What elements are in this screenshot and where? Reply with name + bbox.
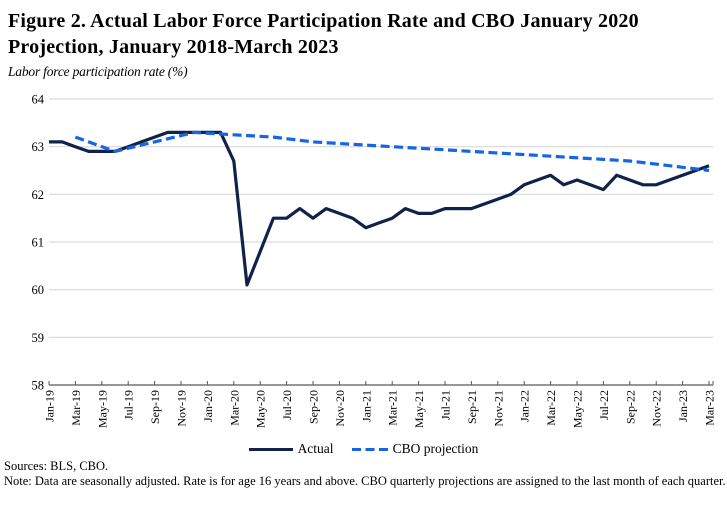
x-tick-label: Nov-19 bbox=[175, 390, 189, 427]
x-tick-label: Jan-20 bbox=[201, 390, 215, 422]
sources-text: Sources: BLS, CBO. bbox=[4, 459, 109, 473]
legend-label-cbo: CBO projection bbox=[392, 441, 479, 456]
legend-item-cbo: CBO projection bbox=[351, 441, 479, 457]
actual-line-swatch bbox=[248, 447, 293, 451]
y-tick-label: 59 bbox=[32, 331, 45, 345]
x-tick-label: Jul-22 bbox=[597, 390, 611, 420]
figure-title: Figure 2. Actual Labor Force Participati… bbox=[8, 8, 723, 60]
legend-item-actual: Actual bbox=[248, 441, 334, 457]
x-tick-label: Jul-20 bbox=[280, 390, 294, 420]
y-tick-label: 61 bbox=[32, 236, 45, 250]
y-tick-label: 63 bbox=[32, 140, 45, 154]
x-tick-label: May-20 bbox=[254, 390, 268, 428]
note-text: Note: Data are seasonally adjusted. Rate… bbox=[4, 474, 726, 488]
y-tick-label: 64 bbox=[32, 93, 45, 107]
x-tick-label: Mar-20 bbox=[227, 390, 241, 426]
x-tick-label: Mar-21 bbox=[386, 390, 400, 426]
x-tick-label: Nov-22 bbox=[650, 390, 664, 427]
y-tick-label: 60 bbox=[32, 283, 45, 297]
x-tick-label: Jan-23 bbox=[676, 390, 690, 422]
x-tick-label: Sep-22 bbox=[623, 390, 637, 424]
x-tick-label: Nov-21 bbox=[491, 390, 505, 427]
actual-line bbox=[49, 130, 710, 287]
x-tick-label: May-21 bbox=[412, 390, 426, 428]
x-tick-label: Jan-21 bbox=[359, 390, 373, 422]
figure-title-line2: Projection, January 2018-March 2023 bbox=[8, 36, 339, 58]
y-tick-label: 62 bbox=[32, 188, 45, 202]
x-tick-label: May-19 bbox=[95, 390, 109, 428]
figure-title-line1: Figure 2. Actual Labor Force Participati… bbox=[8, 10, 639, 32]
x-tick-label: Mar-22 bbox=[544, 390, 558, 426]
lfpr-chart: 64 63 62 61 60 59 58 Jan-19 Mar-19 May-19 Jul-19 Se… bbox=[0, 88, 727, 440]
x-tick-label: Mar-19 bbox=[69, 390, 83, 426]
x-tick-label: Sep-20 bbox=[307, 390, 321, 424]
x-tick-label: Jul-19 bbox=[122, 390, 136, 420]
y-tick-label: 58 bbox=[32, 379, 45, 393]
x-tick-label: Jul-21 bbox=[439, 390, 453, 420]
chart-legend: Actual CBO projection bbox=[0, 441, 727, 457]
legend-label-actual: Actual bbox=[297, 441, 334, 456]
cbo-line-swatch bbox=[351, 447, 388, 451]
x-tick-label: Sep-21 bbox=[465, 390, 479, 424]
cbo-projection-line bbox=[74, 130, 710, 173]
x-tick-label: Jan-19 bbox=[43, 390, 57, 422]
x-tick-label: May-22 bbox=[571, 390, 585, 428]
y-axis-unit-label: Labor force participation rate (%) bbox=[8, 64, 188, 79]
x-tick-label: Nov-20 bbox=[333, 390, 347, 427]
x-tick-label: Sep-19 bbox=[148, 390, 162, 424]
x-tick-label: Mar-23 bbox=[703, 390, 717, 426]
x-tick-label: Jan-22 bbox=[518, 390, 532, 422]
